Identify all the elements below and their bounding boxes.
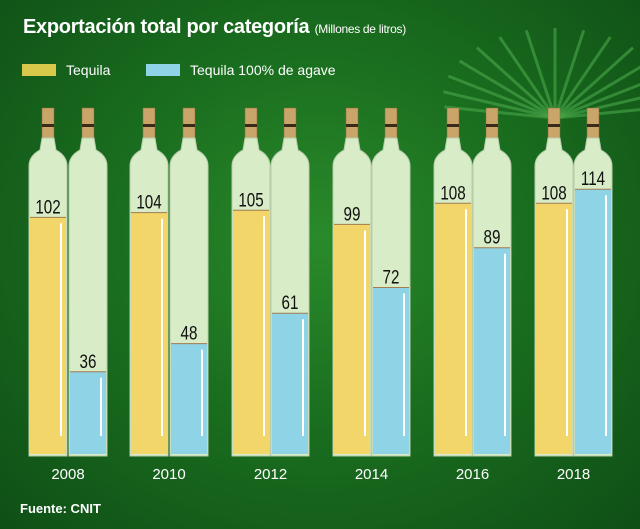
bottle-cap-band: [82, 124, 94, 127]
agave-leaf: [447, 74, 556, 120]
agave-leaf: [458, 59, 556, 120]
bottle-cap-band: [548, 124, 560, 127]
bottle-cap: [384, 107, 398, 139]
x-tick-label: 2010: [152, 466, 185, 483]
agave-leaf: [554, 65, 640, 120]
bottle-cap-band: [245, 124, 257, 127]
bottle-cap-band: [183, 124, 195, 127]
x-tick-label: 2018: [557, 466, 590, 483]
bottle-cap: [41, 107, 55, 139]
x-tick-label: 2014: [355, 466, 388, 483]
bottle-cap: [142, 107, 156, 139]
bottle-cap: [244, 107, 258, 139]
agave-leaf: [524, 29, 557, 119]
data-label: 102: [35, 196, 60, 218]
bottle-cap-band: [143, 124, 155, 127]
bottle-cap-band: [385, 124, 397, 127]
data-label: 104: [136, 191, 162, 213]
bottle-cap: [586, 107, 600, 139]
legend-swatch: [22, 64, 56, 76]
data-label: 99: [344, 203, 361, 225]
data-label: 108: [541, 182, 566, 204]
data-label: 61: [282, 292, 299, 314]
agave-leaf: [553, 36, 612, 119]
data-label: 114: [581, 168, 606, 190]
agave-leaf: [475, 46, 557, 120]
x-tick-label: 2012: [254, 466, 287, 483]
x-tick-label: 2008: [51, 466, 84, 483]
agave-leaf: [553, 46, 635, 120]
bottle-cap-band: [486, 124, 498, 127]
data-label: 89: [484, 226, 501, 248]
data-label: 105: [238, 189, 263, 211]
bottle-cap-band: [284, 124, 296, 127]
bottle-cap-band: [587, 124, 599, 127]
data-label: 48: [181, 322, 198, 344]
bottle-cap-band: [447, 124, 459, 127]
bottle-cap: [81, 107, 95, 139]
bottle-cap-band: [346, 124, 358, 127]
bottle-cap: [547, 107, 561, 139]
chart-title: Exportación total por categoría (Millone…: [23, 16, 406, 38]
agave-leaf: [498, 36, 557, 119]
agave-leaf: [554, 83, 640, 120]
bottle-cap: [283, 107, 297, 139]
data-label: 36: [80, 350, 97, 372]
agave-leaf: [554, 108, 640, 120]
agave-leaf: [554, 96, 640, 120]
legend-swatch: [146, 64, 180, 76]
agave-leaf: [553, 29, 586, 119]
legend-item-agave: Tequila 100% de agave: [146, 62, 336, 78]
data-label: 108: [440, 182, 465, 204]
bottle-cap-band: [42, 124, 54, 127]
data-label: 72: [383, 266, 400, 288]
bottle-cap: [345, 107, 359, 139]
x-tick-label: 2016: [456, 466, 489, 483]
bottle-cap: [182, 107, 196, 139]
source-note: Fuente: CNIT: [20, 501, 101, 516]
agave-leaf: [443, 90, 556, 120]
agave-leaf: [444, 105, 556, 120]
legend-item-tequila: Tequila: [22, 62, 110, 78]
bottle-cap: [446, 107, 460, 139]
bottle-cap: [485, 107, 499, 139]
